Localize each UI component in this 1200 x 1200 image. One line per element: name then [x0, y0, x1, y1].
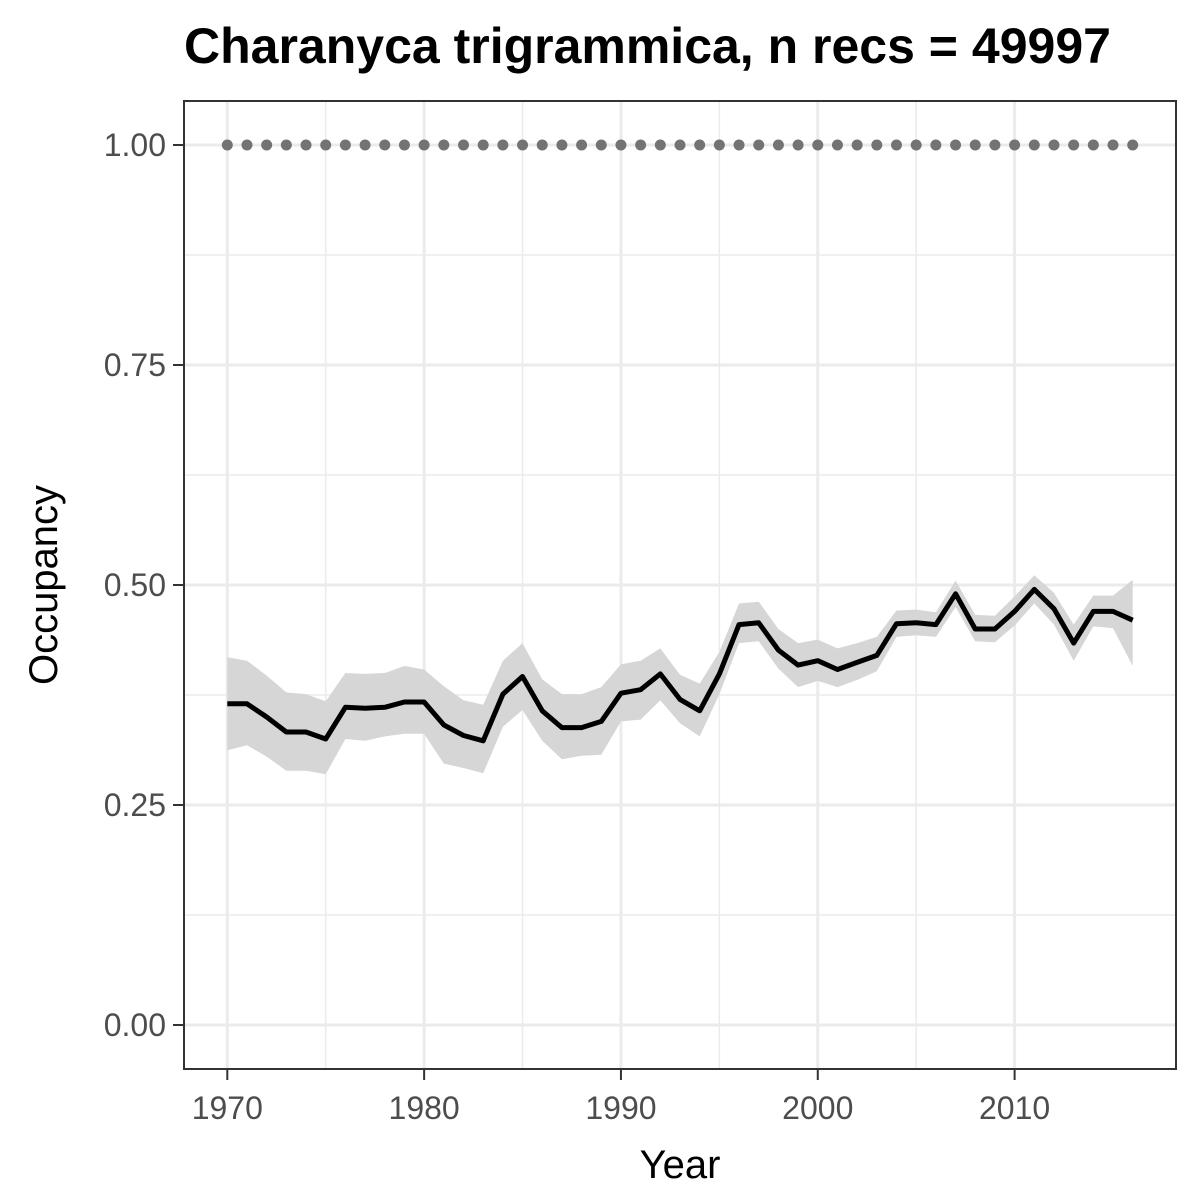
data-point — [969, 139, 981, 151]
data-point — [910, 139, 922, 151]
data-point — [733, 139, 745, 151]
data-point — [713, 139, 725, 151]
data-point — [812, 139, 824, 151]
data-point — [339, 139, 351, 151]
data-point — [1009, 139, 1021, 151]
data-point — [615, 139, 627, 151]
data-point — [418, 139, 430, 151]
x-tick-label: 1980 — [389, 1090, 460, 1126]
data-point — [556, 139, 568, 151]
data-point — [694, 139, 706, 151]
data-point — [280, 139, 292, 151]
data-point — [595, 139, 607, 151]
chart-title: Charanyca trigrammica, n recs = 49997 — [184, 18, 1111, 74]
y-axis: 0.00 0.25 0.50 0.75 1.00 — [104, 127, 184, 1043]
data-point — [320, 139, 332, 151]
data-point — [891, 139, 903, 151]
data-point — [497, 139, 509, 151]
y-tick-label: 0.25 — [104, 787, 166, 823]
data-point — [241, 139, 253, 151]
data-point — [1107, 139, 1119, 151]
data-point — [753, 139, 765, 151]
data-point — [1068, 139, 1080, 151]
data-point — [831, 139, 843, 151]
y-tick-label: 0.50 — [104, 567, 166, 603]
data-point — [989, 139, 1001, 151]
data-point — [438, 139, 450, 151]
data-point — [871, 139, 883, 151]
x-axis-title: Year — [640, 1143, 721, 1187]
data-point — [300, 139, 312, 151]
data-point — [536, 139, 548, 151]
y-tick-label: 0.00 — [104, 1007, 166, 1043]
data-point — [379, 139, 391, 151]
data-point — [1127, 139, 1139, 151]
data-point — [261, 139, 273, 151]
data-point — [674, 139, 686, 151]
data-point — [576, 139, 588, 151]
data-point — [851, 139, 863, 151]
x-tick-label: 1970 — [192, 1090, 263, 1126]
y-axis-title: Occupancy — [22, 485, 66, 685]
data-point — [635, 139, 647, 151]
data-point — [517, 139, 529, 151]
data-point — [654, 139, 666, 151]
data-point — [1028, 139, 1040, 151]
data-point — [477, 139, 489, 151]
data-point — [398, 139, 410, 151]
y-tick-label: 0.75 — [104, 347, 166, 383]
occupancy-line — [227, 586, 1134, 744]
observation-points — [221, 139, 1139, 151]
x-tick-label: 1990 — [585, 1090, 656, 1126]
data-point — [772, 139, 784, 151]
x-tick-label: 2000 — [782, 1090, 853, 1126]
data-point — [221, 139, 233, 151]
data-point — [1048, 139, 1060, 151]
data-point — [359, 139, 371, 151]
data-point — [950, 139, 962, 151]
x-tick-label: 2010 — [979, 1090, 1050, 1126]
data-point — [1087, 139, 1099, 151]
data-point — [792, 139, 804, 151]
data-point — [930, 139, 942, 151]
x-axis: 1970 1980 1990 2000 2010 — [192, 1069, 1050, 1126]
y-tick-label: 1.00 — [104, 127, 166, 163]
data-point — [457, 139, 469, 151]
